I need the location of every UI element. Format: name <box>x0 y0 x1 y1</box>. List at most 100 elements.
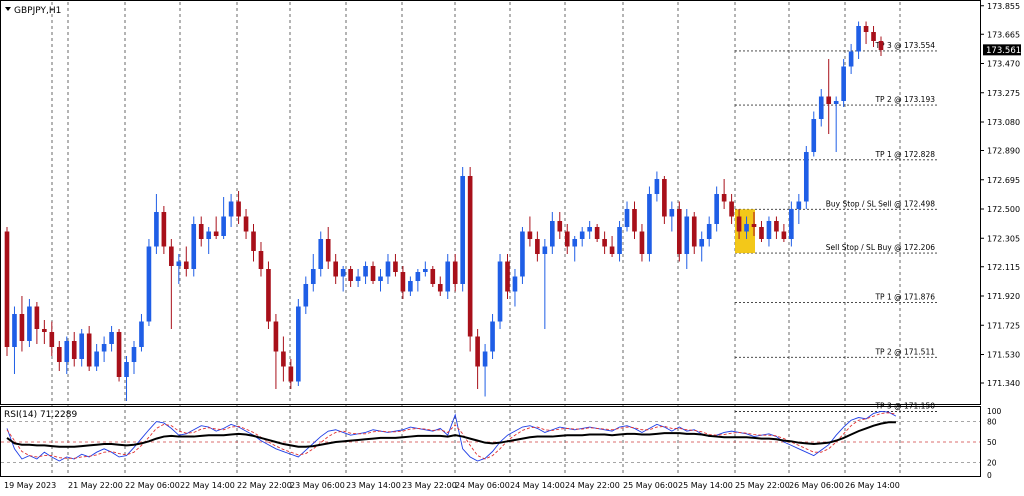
time-tick-label: 25 May 22:00 <box>735 481 790 490</box>
candle-body <box>647 194 652 254</box>
candle-body <box>520 231 525 277</box>
candle-body <box>19 314 25 341</box>
price-tick-label: 173.275 <box>987 89 1020 98</box>
level-label: TP 2 @ 173.193 <box>874 95 935 104</box>
candle-body <box>176 261 182 266</box>
candle-body <box>490 321 495 352</box>
time-tick-label: 24 May 22:00 <box>565 481 620 490</box>
rsi-panel-border <box>0 406 981 477</box>
candle-body <box>221 216 226 236</box>
time-tick-label: 23 May 06:00 <box>290 481 345 490</box>
symbol-header[interactable]: GBPJPY,H1 <box>5 6 61 16</box>
candle-body <box>131 347 137 362</box>
candle-body <box>482 351 488 367</box>
candle-body <box>856 26 861 52</box>
time-tick-label: 23 May 22:00 <box>402 481 457 490</box>
candle-body <box>154 212 159 247</box>
candle-body <box>206 231 212 239</box>
rsi-tick-label: 0 <box>987 471 992 480</box>
level-label: TP 1 @ 171.876 <box>874 293 935 302</box>
candle-body <box>408 281 413 292</box>
current-price-label: 173.561 <box>986 46 1021 56</box>
candle-body <box>662 179 667 217</box>
candle-body <box>243 216 249 232</box>
candle-body <box>512 276 518 292</box>
rsi-series-line <box>6 412 897 460</box>
candle-body <box>183 261 189 269</box>
candle-body <box>848 51 854 67</box>
candle-body <box>161 212 167 247</box>
candle-body <box>460 176 465 284</box>
candle-body <box>751 224 757 227</box>
dropdown-triangle-icon[interactable] <box>5 7 11 11</box>
candle-body <box>871 32 876 41</box>
time-tick-label: 22 May 22:00 <box>237 481 292 490</box>
price-tick-label: 171.530 <box>987 351 1020 360</box>
candle-body <box>415 272 421 281</box>
time-axis: 19 May 2023 21 May 22:00 22 May 06:00 22 Ma… <box>4 481 900 490</box>
price-tick-label: 171.725 <box>987 321 1020 330</box>
candle-body <box>445 261 451 292</box>
current-price-tag: 173.561 <box>983 44 1021 56</box>
candle-body <box>191 224 197 269</box>
candle-body <box>437 284 443 292</box>
candle-body <box>124 362 129 377</box>
candle-body <box>378 276 383 281</box>
candle-body <box>116 332 122 377</box>
time-tick-label: 24 May 06:00 <box>455 481 510 490</box>
candle-body <box>729 201 734 217</box>
candle-body <box>572 239 578 247</box>
main-chart-border <box>0 0 981 405</box>
candle-body <box>789 209 794 239</box>
candle-body <box>467 176 473 337</box>
rsi-panel <box>1 410 980 463</box>
candle-body <box>79 333 85 359</box>
candle-body <box>146 246 152 322</box>
candle-body <box>654 179 660 194</box>
time-tick-label: 26 May 14:00 <box>845 481 900 490</box>
price-tick-label: 171.340 <box>987 379 1020 388</box>
candle-body <box>318 239 324 269</box>
candle-body <box>706 224 712 239</box>
candle-body <box>94 351 99 367</box>
candle-body <box>535 239 540 254</box>
candle-body <box>27 306 32 341</box>
price-tick-label: 172.890 <box>987 147 1020 156</box>
candle-body <box>325 239 331 262</box>
candle-body <box>766 221 772 239</box>
candle-body <box>236 201 241 217</box>
candle-body <box>400 272 406 292</box>
time-tick-label: 21 May 22:00 <box>68 481 123 490</box>
candle-body <box>288 366 294 382</box>
rsi-tick-label: 20 <box>987 458 997 467</box>
time-tick-label: 19 May 2023 <box>4 481 56 490</box>
candle-body <box>542 246 548 254</box>
level-lines: TP 3 @ 173.554 TP 2 @ 173.193 TP 1 @ 172.8… <box>735 41 937 412</box>
candle-body <box>198 224 204 239</box>
candle-body <box>759 227 764 239</box>
candle-body <box>355 276 361 281</box>
candle-body <box>811 119 817 152</box>
candle-body <box>609 246 615 254</box>
candles <box>4 21 884 401</box>
candle-body <box>169 246 174 266</box>
rsi-tick-label: 100 <box>987 407 1002 416</box>
candle-body <box>744 224 749 232</box>
candle-body <box>639 231 645 254</box>
candle-body <box>213 231 219 236</box>
candle-body <box>676 209 682 254</box>
time-tick-label: 26 May 06:00 <box>789 481 844 490</box>
candle-body <box>863 26 869 32</box>
candle-body <box>281 351 286 367</box>
candle-body <box>624 209 630 227</box>
candle-body <box>818 96 824 119</box>
level-label: Sell Stop / SL Buy @ 172.206 <box>826 243 935 252</box>
candle-body <box>385 261 391 277</box>
candle-body <box>684 216 690 254</box>
candle-body <box>266 269 271 322</box>
level-label: Buy Stop / SL Sell @ 172.498 <box>826 199 935 208</box>
candle-body <box>296 306 301 382</box>
candle-body <box>363 266 368 277</box>
candle-body <box>833 101 839 104</box>
